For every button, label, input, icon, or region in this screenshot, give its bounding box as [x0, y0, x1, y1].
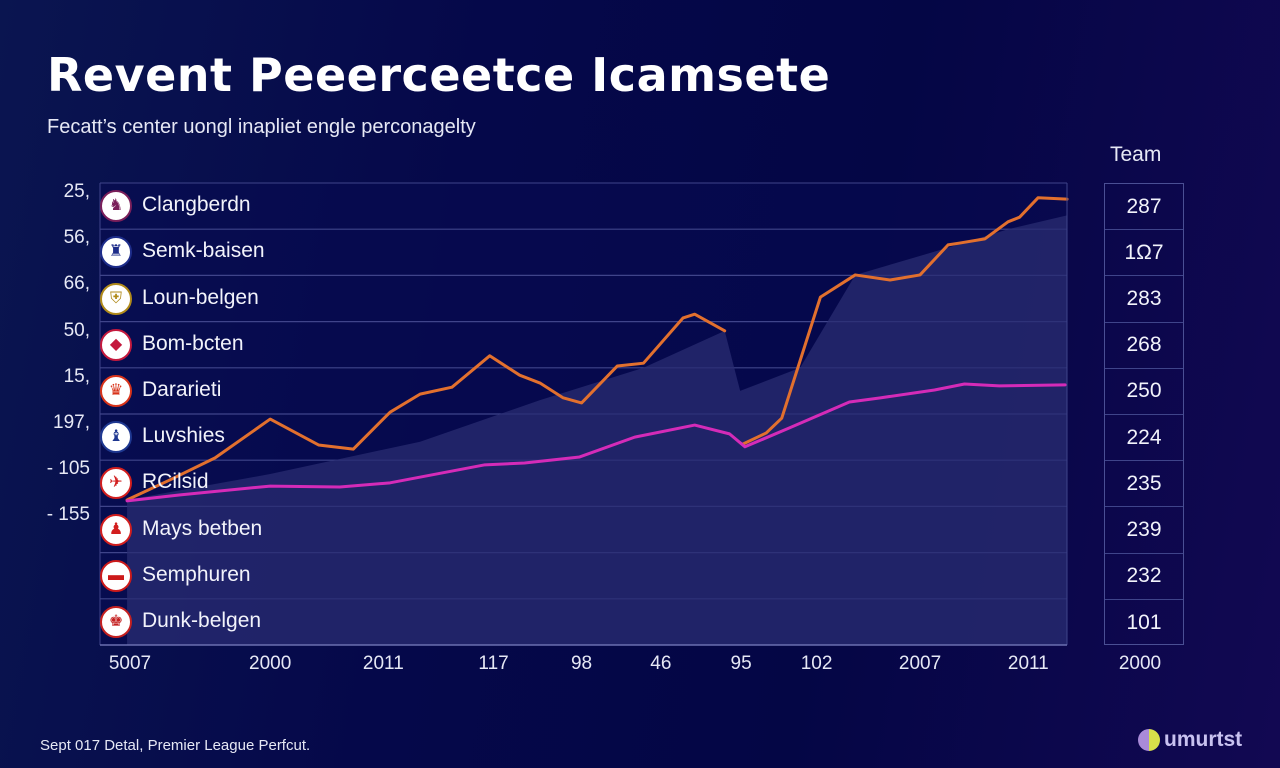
crest-cannon-blue-icon: ♟: [100, 513, 132, 546]
series-line-orange-segment-0: [125, 312, 727, 502]
team-value-cell: 101: [1126, 610, 1162, 634]
area-fill: [127, 215, 1068, 645]
logo-glyph: ◆: [109, 335, 123, 353]
team-value-cell: 268: [1105, 323, 1183, 369]
y-tick-label: - 105: [46, 458, 90, 480]
x-tick-label: 2011: [362, 653, 404, 674]
team-value-cell: 239: [1105, 507, 1183, 554]
logo-glyph: ♛: [108, 381, 124, 399]
brand-logo[interactable]: umurtst: [1138, 728, 1242, 752]
y-tick-label: - 155: [46, 504, 90, 526]
series-line-magenta-segment-0: [125, 382, 1067, 503]
chart-subtitle: Fecatt’s center uongl inapliet engle per…: [47, 116, 476, 138]
y-tick-label: 50,: [63, 319, 90, 341]
team-value-cell: 232: [1105, 554, 1183, 600]
team-name-label: Clangberdn: [142, 193, 251, 217]
x-tick-label: 2007: [898, 653, 942, 674]
y-tick-label: 56,: [63, 227, 90, 249]
logo-glyph: ✈: [109, 474, 123, 492]
team-name-label: Loun-belgen: [142, 285, 259, 309]
team-value-cell: 283: [1105, 276, 1183, 323]
series-layer: [125, 196, 1069, 503]
team-name-label: Luvshies: [142, 424, 225, 448]
logo-glyph: ⛨: [109, 289, 122, 307]
y-tick-label: 66,: [63, 273, 90, 295]
team-name-label: Dararieti: [142, 377, 222, 401]
crest-lion-blue-icon: ♜: [100, 236, 132, 269]
x-tick-label: 2011: [1007, 653, 1049, 674]
team-value-cell: 235: [1105, 461, 1183, 508]
logo-glyph: ♟: [108, 520, 124, 538]
x-tick-label: 98: [570, 653, 593, 674]
series-line-orange-segment-1: [741, 196, 1069, 446]
crest-cannon-red-icon: ▬: [100, 559, 132, 592]
x-tick-label: 95: [730, 653, 752, 674]
team-name-label: Semk-baisen: [142, 239, 265, 263]
team-column-header: Team: [1110, 143, 1162, 166]
team-name-label: Semphuren: [142, 562, 251, 586]
team-value-cell: 1Ω7: [1105, 230, 1183, 277]
footer-note: Sept 017 Detal, Premier League Perfcut.: [40, 737, 311, 754]
crest-diamond-red-icon: ◆: [100, 328, 132, 361]
y-tick-label: 15,: [63, 365, 90, 387]
team-value-cell: 250: [1105, 369, 1183, 415]
team-name-label: Dunk-belgen: [142, 608, 262, 632]
brand-name: umurtst: [1164, 728, 1243, 751]
team-value-cell: 287: [1105, 184, 1183, 231]
crest-shield-gold-icon: ⛨: [100, 282, 132, 315]
logo-glyph: ♞: [108, 197, 124, 215]
logo-glyph: ▬: [108, 566, 124, 584]
logo-glyph: ♜: [108, 243, 124, 261]
y-tick-label: 197,: [53, 412, 90, 433]
chart-title: Revent Peeerceetce Icamsete: [47, 48, 831, 102]
crest-teal-icon: ♚: [100, 605, 132, 638]
crest-dragon-red-icon: ♛: [100, 374, 132, 407]
x-tick-label: 117: [478, 653, 509, 674]
logo-glyph: ♚: [108, 612, 124, 630]
x-tick-label: 2000: [249, 653, 292, 674]
team-name-label: Mays betben: [142, 516, 263, 540]
crest-bat-red-icon: ✈: [100, 467, 132, 500]
team-value-column: 287 1Ω7 283 268 250 224 235 239 232 101: [1104, 183, 1184, 645]
team-name-label: Bom-bcten: [142, 331, 244, 355]
brand-leaf-icon: [1138, 729, 1160, 751]
crest-figure-yellow-icon: ♝: [100, 421, 132, 454]
x-tick-label: 5007: [108, 653, 152, 674]
x-tick-label: 102: [800, 653, 833, 674]
y-tick-label: 25,: [63, 181, 90, 202]
team-value-cell: 224: [1105, 415, 1183, 462]
logo-glyph: ♝: [108, 428, 124, 446]
team-name-label: RCilsid: [142, 470, 209, 494]
x-tick-label: 46: [650, 653, 672, 674]
crest-bird-maroon-icon: ♞: [100, 190, 132, 223]
right-axis-bottom-label: 2000: [1118, 653, 1162, 674]
